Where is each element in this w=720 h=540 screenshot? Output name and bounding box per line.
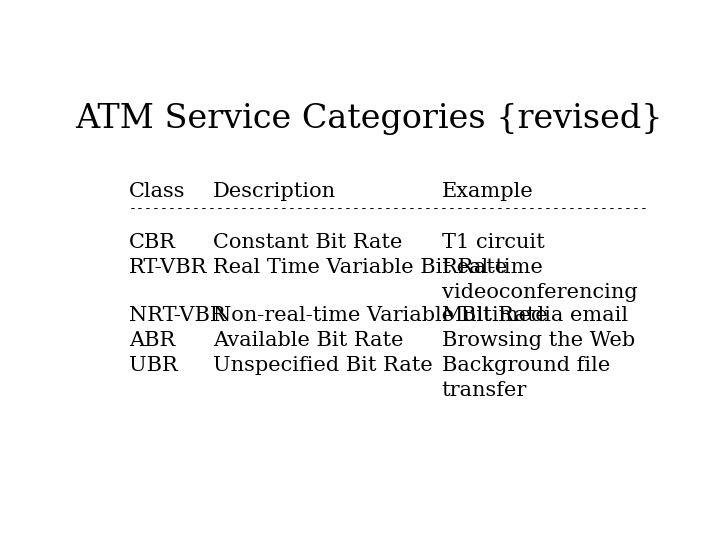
Text: Unspecified Bit Rate: Unspecified Bit Rate (213, 356, 433, 375)
Text: CBR: CBR (129, 233, 176, 252)
Text: T1 circuit: T1 circuit (441, 233, 544, 252)
Text: RT-VBR: RT-VBR (129, 258, 207, 277)
Text: NRT-VBR: NRT-VBR (129, 306, 225, 325)
Text: Description: Description (213, 182, 336, 201)
Text: Available Bit Rate: Available Bit Rate (213, 331, 403, 350)
Text: Non-real-time Variable Bit Rate: Non-real-time Variable Bit Rate (213, 306, 547, 325)
Text: UBR: UBR (129, 356, 178, 375)
Text: Class: Class (129, 182, 186, 201)
Text: -----------------------------------------------------------------: ----------------------------------------… (129, 202, 649, 215)
Text: ABR: ABR (129, 331, 175, 350)
Text: Constant Bit Rate: Constant Bit Rate (213, 233, 402, 252)
Text: Real-time
videoconferencing: Real-time videoconferencing (441, 258, 637, 302)
Text: Real Time Variable Bit Rate: Real Time Variable Bit Rate (213, 258, 507, 277)
Text: Example: Example (441, 182, 534, 201)
Text: Background file
transfer: Background file transfer (441, 356, 610, 400)
Text: ATM Service Categories {revised}: ATM Service Categories {revised} (76, 103, 662, 135)
Text: Browsing the Web: Browsing the Web (441, 331, 634, 350)
Text: Multimedia email: Multimedia email (441, 306, 628, 325)
